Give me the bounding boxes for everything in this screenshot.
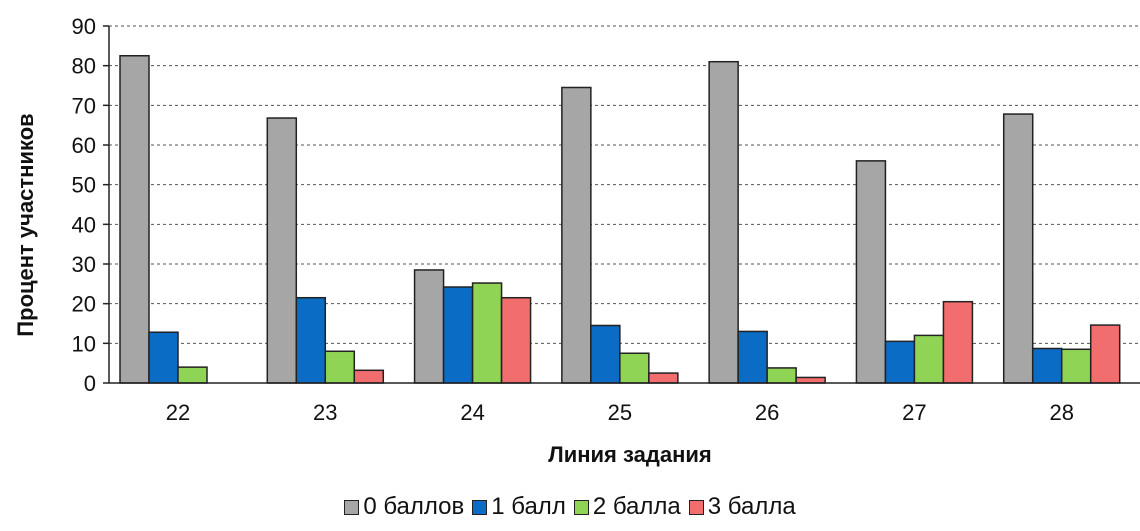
bar-27-series-0	[855, 160, 887, 384]
legend-item: 1 балл	[472, 493, 566, 521]
legend-swatch	[573, 499, 589, 515]
y-tick-label: 70	[72, 93, 96, 118]
bar-25-series-2	[619, 352, 650, 384]
bar-24-series-2	[471, 282, 503, 384]
x-tick-label: 28	[1049, 400, 1073, 425]
legend-label: 2 балла	[592, 493, 681, 520]
y-tick-label: 20	[72, 292, 96, 317]
bar-28-series-2	[1060, 348, 1092, 384]
bar-25-series-0	[561, 86, 592, 384]
bar-23-series-0	[266, 117, 298, 384]
x-tick-label: 22	[166, 400, 190, 425]
x-tick-label: 26	[755, 400, 779, 425]
gridlines	[109, 25, 1138, 344]
bar-25-series-3	[648, 372, 679, 384]
bar-27-series-2	[913, 334, 945, 384]
y-tick-label: 60	[72, 133, 96, 158]
y-tick-label: 40	[72, 212, 96, 237]
y-tick-label: 80	[72, 54, 96, 79]
bar-chart: 0 10 20 30 40 50 60 70 80 90 22 23 24 25 26 27 28 Проце…	[13, 14, 1140, 467]
bars	[119, 55, 1121, 384]
bar-25-series-1	[590, 324, 621, 384]
bar-26-series-1	[737, 330, 768, 384]
bar-23-series-3	[353, 369, 385, 384]
y-axis-label: Процент участников	[13, 113, 38, 336]
legend-item: 2 балла	[573, 493, 681, 521]
bar-24-series-1	[442, 286, 474, 384]
legend-swatch	[472, 499, 488, 515]
x-axis-ticks: 22 23 24 25 26 27 28	[166, 400, 1074, 425]
legend-item: 0 баллов	[344, 493, 464, 521]
legend-swatch	[344, 499, 360, 515]
bar-28-series-1	[1031, 347, 1063, 384]
bar-23-series-2	[324, 350, 356, 384]
x-tick-label: 24	[460, 400, 484, 425]
legend-swatch	[688, 499, 704, 515]
bar-22-series-1	[148, 331, 179, 384]
bar-24-series-3	[500, 296, 532, 384]
bar-28-series-3	[1089, 324, 1121, 384]
x-tick-label: 25	[608, 400, 632, 425]
bar-27-series-1	[884, 340, 916, 384]
y-tick-label: 0	[84, 371, 96, 396]
bar-24-series-0	[413, 269, 445, 384]
bar-26-series-3	[795, 376, 826, 384]
x-tick-label: 27	[902, 400, 926, 425]
x-axis-label: Линия задания	[548, 442, 711, 467]
legend: 0 баллов 1 балл 2 балла 3 балла	[0, 493, 1140, 521]
legend-label: 3 балла	[707, 493, 796, 520]
bar-27-series-3	[942, 300, 974, 384]
x-tick-label: 23	[313, 400, 337, 425]
bar-23-series-1	[295, 296, 327, 384]
bar-26-series-0	[708, 60, 739, 384]
bar-22-series-2	[177, 366, 208, 384]
legend-label: 0 баллов	[363, 493, 465, 520]
y-tick-label: 30	[72, 252, 96, 277]
y-tick-label: 90	[72, 14, 96, 39]
bar-28-series-0	[1002, 113, 1034, 384]
bar-22-series-0	[119, 55, 150, 384]
y-axis-ticks: 0 10 20 30 40 50 60 70 80 90	[72, 14, 109, 396]
legend-item: 3 балла	[688, 493, 796, 521]
y-tick-label: 10	[72, 331, 96, 356]
legend-label: 1 балл	[491, 493, 566, 520]
y-tick-label: 50	[72, 173, 96, 198]
bar-26-series-2	[766, 367, 797, 384]
